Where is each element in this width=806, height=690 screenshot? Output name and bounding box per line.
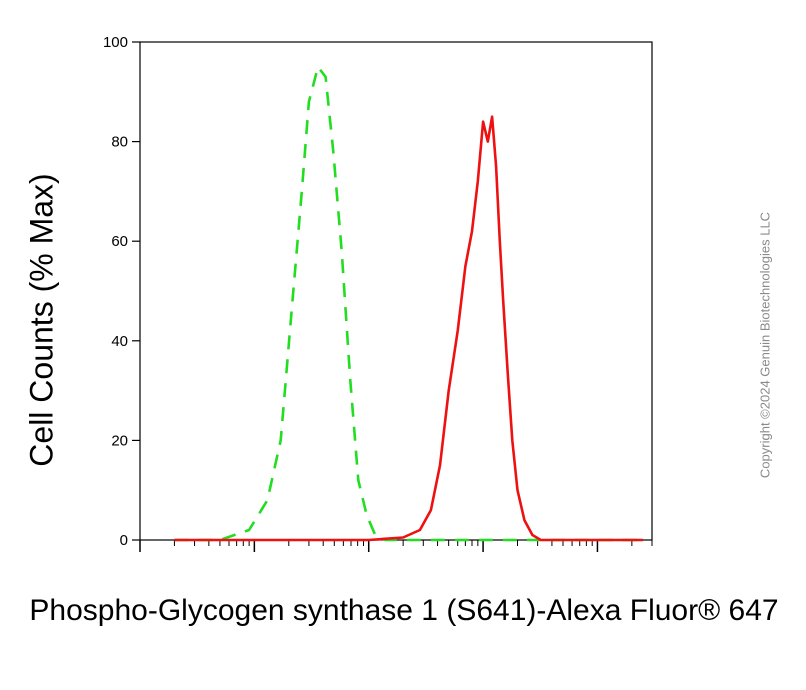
series-line-0	[174, 65, 643, 542]
y-tick-label-1: 20	[111, 432, 128, 449]
y-tick-label-5: 100	[103, 34, 128, 51]
copyright-watermark: Copyright ©2024 Genuin Biotechnologies L…	[757, 211, 773, 479]
y-tick-label-0: 0	[120, 532, 128, 549]
plot-frame	[139, 41, 653, 541]
y-axis-label: Cell Counts (% Max)	[23, 173, 60, 467]
series-line-1	[174, 115, 643, 542]
x-axis-label: Phospho-Glycogen synthase 1 (S641)-Alexa…	[29, 594, 779, 627]
y-tick-label-2: 40	[111, 333, 128, 350]
y-tick-label-3: 60	[111, 233, 128, 250]
y-tick-label-4: 80	[111, 134, 128, 151]
